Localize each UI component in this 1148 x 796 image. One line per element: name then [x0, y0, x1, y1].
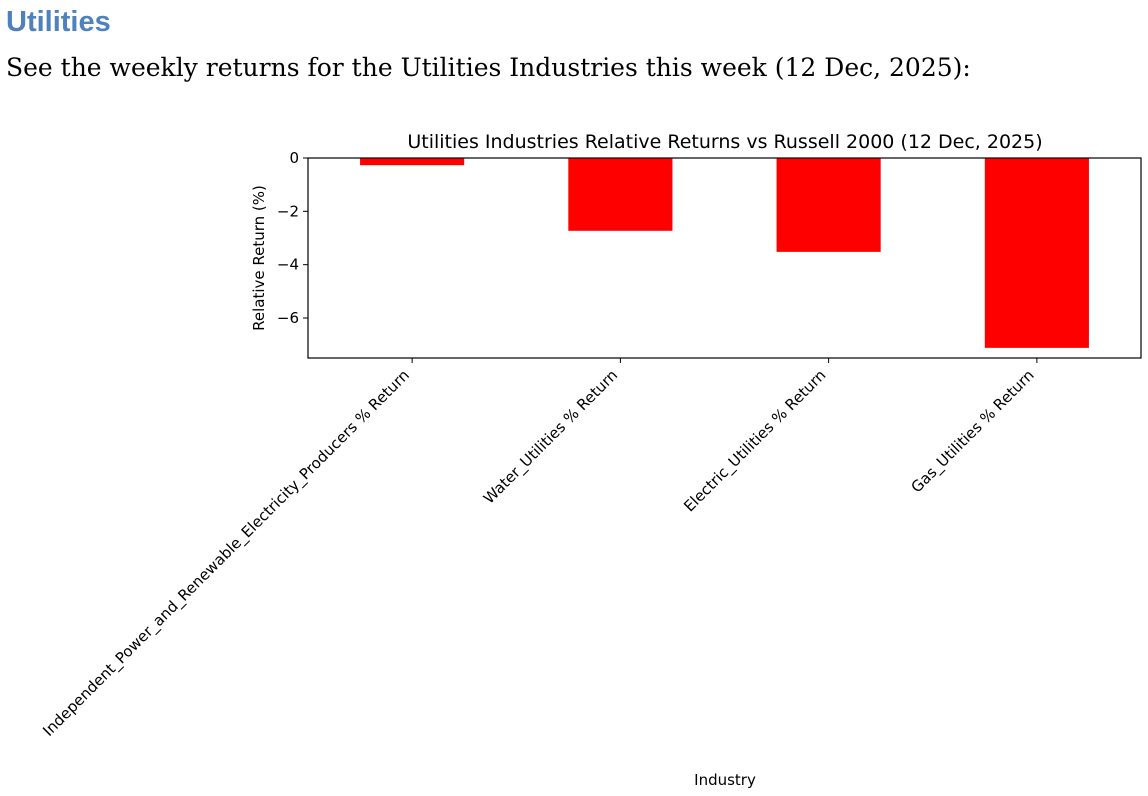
y-axis-label: Relative Return (%) — [250, 185, 268, 331]
x-tick-label: Electric_Utilities % Return — [680, 366, 830, 516]
bar-0 — [360, 158, 465, 166]
bar-2 — [776, 158, 881, 252]
x-tick-label: Water_Utilities % Return — [480, 366, 622, 508]
x-tick-label: Independent_Power_and_Renewable_Electric… — [39, 366, 413, 740]
bar-3 — [984, 158, 1089, 348]
intro-text: See the weekly returns for the Utilities… — [6, 53, 971, 82]
chart-title: Utilities Industries Relative Returns vs… — [407, 131, 1042, 153]
bar-1 — [568, 158, 673, 231]
section-heading: Utilities — [6, 6, 111, 38]
y-tick-label: −2 — [277, 202, 299, 220]
x-tick-label: Gas_Utilities % Return — [907, 366, 1038, 497]
y-tick-label: 0 — [289, 149, 299, 167]
x-axis-label: Industry — [694, 771, 756, 789]
y-tick-label: −6 — [277, 309, 299, 327]
plot-frame — [307, 157, 1142, 359]
y-tick-label: −4 — [277, 256, 299, 274]
